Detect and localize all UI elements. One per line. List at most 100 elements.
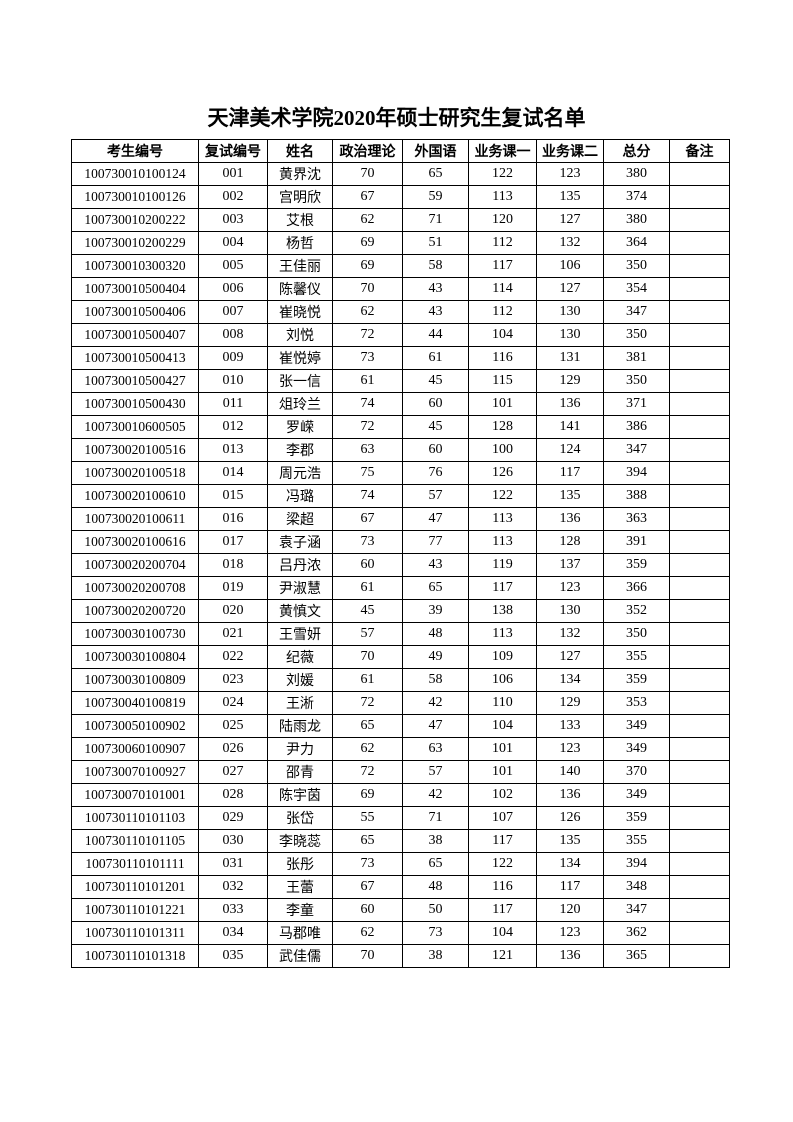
cell-major-course-2-score: 127 xyxy=(536,277,604,301)
cell-retest-no: 004 xyxy=(198,231,268,255)
cell-politics-score: 45 xyxy=(332,599,403,623)
cell-major-course-2-score: 135 xyxy=(536,185,604,209)
cell-foreign-language-score: 57 xyxy=(402,484,469,508)
cell-major-course-1-score: 110 xyxy=(468,691,537,715)
cell-major-course-1-score: 113 xyxy=(468,530,537,554)
cell-foreign-language-score: 65 xyxy=(402,852,469,876)
cell-politics-score: 67 xyxy=(332,875,403,899)
cell-candidate-id: 100730020100610 xyxy=(71,484,199,508)
cell-politics-score: 69 xyxy=(332,254,403,278)
cell-retest-no: 003 xyxy=(198,208,268,232)
cell-total-score: 350 xyxy=(603,254,670,278)
cell-major-course-1-score: 138 xyxy=(468,599,537,623)
cell-major-course-1-score: 116 xyxy=(468,346,537,370)
cell-candidate-id: 100730110101311 xyxy=(71,921,199,945)
cell-retest-no: 014 xyxy=(198,461,268,485)
cell-politics-score: 72 xyxy=(332,760,403,784)
cell-politics-score: 70 xyxy=(332,645,403,669)
cell-foreign-language-score: 60 xyxy=(402,392,469,416)
cell-name: 崔悦婷 xyxy=(267,346,333,370)
column-header-total-score: 总分 xyxy=(603,139,670,163)
cell-major-course-2-score: 126 xyxy=(536,806,604,830)
column-header-name: 姓名 xyxy=(267,139,333,163)
cell-major-course-2-score: 133 xyxy=(536,714,604,738)
cell-major-course-2-score: 141 xyxy=(536,415,604,439)
cell-politics-score: 75 xyxy=(332,461,403,485)
cell-total-score: 350 xyxy=(603,369,670,393)
cell-politics-score: 62 xyxy=(332,300,403,324)
cell-name: 张一信 xyxy=(267,369,333,393)
table-row: 100730010200229 004 杨哲 69 51 112 132 364 xyxy=(71,231,730,255)
table-row: 100730040100819 024 王淅 72 42 110 129 353 xyxy=(71,691,730,715)
cell-candidate-id: 100730030100804 xyxy=(71,645,199,669)
cell-major-course-1-score: 122 xyxy=(468,852,537,876)
cell-retest-no: 029 xyxy=(198,806,268,830)
header-row: 考生编号 复试编号 姓名 政治理论 外国语 业务课一 业务课二 总分 备注 xyxy=(71,139,730,163)
column-header-politics-score: 政治理论 xyxy=(332,139,403,163)
cell-remarks xyxy=(669,323,730,347)
cell-retest-no: 022 xyxy=(198,645,268,669)
cell-major-course-2-score: 136 xyxy=(536,507,604,531)
table-row: 100730020200704 018 吕丹浓 60 43 119 137 359 xyxy=(71,553,730,577)
table-row: 100730060100907 026 尹力 62 63 101 123 349 xyxy=(71,737,730,761)
cell-major-course-2-score: 130 xyxy=(536,300,604,324)
cell-politics-score: 74 xyxy=(332,484,403,508)
cell-major-course-2-score: 134 xyxy=(536,852,604,876)
cell-major-course-2-score: 117 xyxy=(536,461,604,485)
cell-candidate-id: 100730030100809 xyxy=(71,668,199,692)
cell-remarks xyxy=(669,392,730,416)
table-row: 100730010200222 003 艾根 62 71 120 127 380 xyxy=(71,208,730,232)
cell-remarks xyxy=(669,622,730,646)
cell-remarks xyxy=(669,875,730,899)
cell-foreign-language-score: 48 xyxy=(402,622,469,646)
table-row: 100730010100126 002 宫明欣 67 59 113 135 374 xyxy=(71,185,730,209)
cell-total-score: 380 xyxy=(603,162,670,186)
cell-major-course-2-score: 123 xyxy=(536,576,604,600)
cell-total-score: 359 xyxy=(603,553,670,577)
cell-politics-score: 73 xyxy=(332,530,403,554)
cell-major-course-1-score: 104 xyxy=(468,921,537,945)
cell-major-course-2-score: 135 xyxy=(536,484,604,508)
table-row: 100730030100809 023 刘媛 61 58 106 134 359 xyxy=(71,668,730,692)
cell-retest-no: 011 xyxy=(198,392,268,416)
table-row: 100730020200720 020 黄慎文 45 39 138 130 352 xyxy=(71,599,730,623)
table-row: 100730010300320 005 王佳丽 69 58 117 106 350 xyxy=(71,254,730,278)
cell-major-course-2-score: 132 xyxy=(536,622,604,646)
cell-major-course-2-score: 140 xyxy=(536,760,604,784)
table-row: 100730010600505 012 罗嵘 72 45 128 141 386 xyxy=(71,415,730,439)
cell-name: 黄界沈 xyxy=(267,162,333,186)
cell-retest-no: 006 xyxy=(198,277,268,301)
cell-remarks xyxy=(669,576,730,600)
table-row: 100730110101111 031 张彤 73 65 122 134 394 xyxy=(71,852,730,876)
cell-total-score: 347 xyxy=(603,438,670,462)
cell-retest-no: 015 xyxy=(198,484,268,508)
cell-candidate-id: 100730070100927 xyxy=(71,760,199,784)
cell-major-course-1-score: 122 xyxy=(468,484,537,508)
cell-name: 黄慎文 xyxy=(267,599,333,623)
cell-remarks xyxy=(669,369,730,393)
document-title: 天津美术学院2020年硕士研究生复试名单 xyxy=(207,106,586,130)
cell-major-course-2-score: 135 xyxy=(536,829,604,853)
cell-candidate-id: 100730010600505 xyxy=(71,415,199,439)
cell-name: 纪薇 xyxy=(267,645,333,669)
cell-total-score: 355 xyxy=(603,829,670,853)
cell-retest-no: 021 xyxy=(198,622,268,646)
cell-remarks xyxy=(669,944,730,968)
cell-remarks xyxy=(669,507,730,531)
cell-major-course-1-score: 116 xyxy=(468,875,537,899)
cell-foreign-language-score: 76 xyxy=(402,461,469,485)
cell-foreign-language-score: 63 xyxy=(402,737,469,761)
cell-major-course-1-score: 101 xyxy=(468,737,537,761)
cell-remarks xyxy=(669,530,730,554)
cell-politics-score: 65 xyxy=(332,714,403,738)
cell-politics-score: 62 xyxy=(332,921,403,945)
cell-politics-score: 70 xyxy=(332,944,403,968)
cell-name: 李童 xyxy=(267,898,333,922)
cell-major-course-1-score: 117 xyxy=(468,576,537,600)
cell-foreign-language-score: 58 xyxy=(402,254,469,278)
cell-remarks xyxy=(669,277,730,301)
cell-retest-no: 019 xyxy=(198,576,268,600)
cell-remarks xyxy=(669,806,730,830)
cell-retest-no: 026 xyxy=(198,737,268,761)
cell-retest-no: 027 xyxy=(198,760,268,784)
